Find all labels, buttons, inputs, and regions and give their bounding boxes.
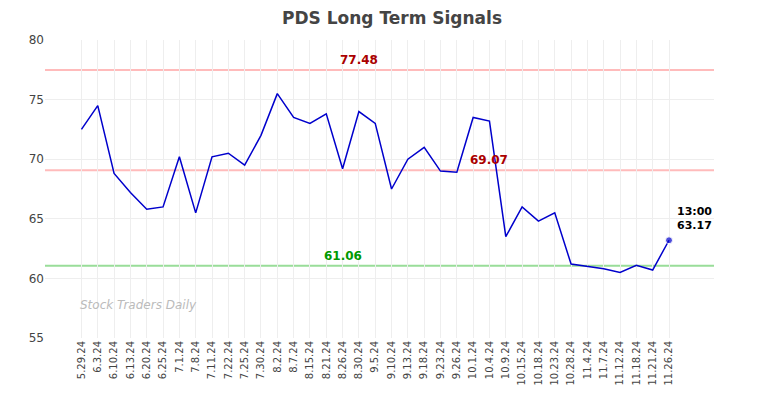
svg-text:7.11.24: 7.11.24 — [206, 341, 217, 379]
svg-text:69.07: 69.07 — [470, 153, 508, 167]
svg-text:8.7.24: 8.7.24 — [288, 341, 299, 373]
svg-text:9.23.24: 9.23.24 — [435, 341, 446, 379]
svg-text:9.13.24: 9.13.24 — [402, 341, 413, 379]
svg-text:10.23.24: 10.23.24 — [549, 341, 560, 386]
svg-text:6.10.24: 6.10.24 — [108, 341, 119, 379]
svg-text:7.30.24: 7.30.24 — [255, 341, 266, 379]
svg-text:9.5.24: 9.5.24 — [369, 341, 380, 373]
svg-text:6.3.24: 6.3.24 — [92, 341, 103, 373]
svg-text:60: 60 — [29, 272, 44, 286]
svg-text:10.28.24: 10.28.24 — [565, 341, 576, 386]
svg-text:8.2.24: 8.2.24 — [272, 341, 283, 373]
svg-text:80: 80 — [29, 33, 44, 47]
svg-text:9.18.24: 9.18.24 — [418, 341, 429, 379]
svg-text:11.18.24: 11.18.24 — [631, 341, 642, 386]
svg-text:75: 75 — [29, 93, 44, 107]
svg-text:8.30.24: 8.30.24 — [353, 341, 364, 379]
svg-text:Stock Traders Daily: Stock Traders Daily — [80, 298, 197, 312]
svg-text:7.8.24: 7.8.24 — [190, 341, 201, 373]
svg-text:65: 65 — [29, 212, 44, 226]
svg-text:6.25.24: 6.25.24 — [157, 341, 168, 379]
svg-text:7.1.24: 7.1.24 — [174, 341, 185, 373]
svg-text:10.15.24: 10.15.24 — [516, 341, 527, 386]
svg-text:5.29.24: 5.29.24 — [76, 341, 87, 379]
svg-text:11.26.24: 11.26.24 — [663, 341, 674, 386]
svg-text:10.1.24: 10.1.24 — [467, 341, 478, 379]
svg-text:6.13.24: 6.13.24 — [125, 341, 136, 379]
svg-text:70: 70 — [29, 152, 44, 166]
svg-text:13:0063.17: 13:0063.17 — [677, 205, 712, 232]
svg-text:6.20.24: 6.20.24 — [141, 341, 152, 379]
svg-text:11.21.24: 11.21.24 — [647, 341, 658, 386]
svg-text:8.15.24: 8.15.24 — [304, 341, 315, 379]
svg-text:55: 55 — [29, 331, 44, 345]
svg-text:7.25.24: 7.25.24 — [239, 341, 250, 379]
svg-text:11.4.24: 11.4.24 — [582, 341, 593, 379]
svg-text:10.18.24: 10.18.24 — [533, 341, 544, 386]
svg-text:10.4.24: 10.4.24 — [484, 341, 495, 379]
svg-text:8.21.24: 8.21.24 — [321, 341, 332, 379]
svg-text:PDS Long Term Signals: PDS Long Term Signals — [282, 8, 502, 28]
svg-text:61.06: 61.06 — [324, 249, 362, 263]
svg-text:9.10.24: 9.10.24 — [386, 341, 397, 379]
svg-text:9.26.24: 9.26.24 — [451, 341, 462, 379]
svg-text:77.48: 77.48 — [340, 53, 378, 67]
svg-text:7.22.24: 7.22.24 — [223, 341, 234, 379]
svg-text:11.7.24: 11.7.24 — [598, 341, 609, 379]
svg-text:10.9.24: 10.9.24 — [500, 341, 511, 379]
svg-text:11.12.24: 11.12.24 — [614, 341, 625, 386]
svg-text:8.26.24: 8.26.24 — [337, 341, 348, 379]
